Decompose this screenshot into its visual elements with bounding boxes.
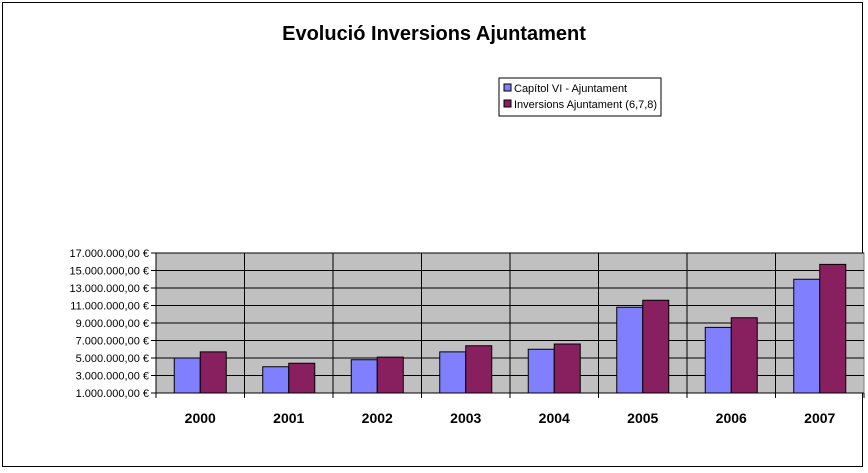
x-tick-label-2007: 2007 [804,410,835,426]
bar-capitol-vi-2003 [439,351,467,394]
bar-capitol-vi-2005 [616,306,644,394]
bar-capitol-vi-2001 [262,366,290,394]
y-tick-label: 1.000.000,00 € [76,388,149,400]
legend: Capítol VI - Ajuntament Inversions Ajunta… [498,77,662,117]
y-tick-label: 3.000.000,00 € [76,371,149,383]
y-tick-label: 5.000.000,00 € [76,353,149,365]
legend-swatch [503,83,512,92]
bars [173,263,847,394]
y-axis-ticks: 1.000.000,00 € 3.000.000,00 € 5.000.000,00… [69,248,156,400]
bar-inversions-2001 [288,362,316,394]
y-tick-label: 15.000.000,00 € [69,266,149,278]
bar-inversions-2004 [553,343,581,394]
y-tick-label: 13.000.000,00 € [69,283,149,295]
bar-inversions-2003 [465,345,493,394]
y-tick-label: 11.000.000,00 € [70,301,149,313]
bar-inversions-2006 [730,317,758,394]
legend-label: Inversions Ajuntament (6,7,8) [514,99,657,111]
bar-capitol-vi-2004 [527,348,555,394]
bar-capitol-vi-2007 [793,278,821,394]
bar-capitol-vi-2002 [350,359,378,394]
legend-swatch [503,99,512,108]
chart-title: Evolució Inversions Ajuntament [282,23,586,45]
y-tick-label: 9.000.000,00 € [76,318,149,330]
bar-inversions-2007 [819,263,847,394]
x-tick-label-2001: 2001 [273,410,304,426]
bar-capitol-vi-2000 [173,357,201,394]
x-tick-label-2004: 2004 [539,410,570,426]
legend-label: Capítol VI - Ajuntament [514,83,627,95]
bar-inversions-2005 [642,299,670,394]
bar-capitol-vi-2006 [704,326,732,394]
x-tick-label-2003: 2003 [450,410,481,426]
x-tick-label-2005: 2005 [627,410,658,426]
x-tick-label-2006: 2006 [716,410,747,426]
y-tick-label: 17.000.000,00 € [69,248,149,260]
bar-inversions-2000 [199,351,227,394]
bar-inversions-2002 [376,356,404,394]
legend-box [498,77,662,117]
x-axis-ticks: 2000 2001 2002 2003 2004 2005 2006 2007 [185,410,836,426]
x-tick-label-2002: 2002 [362,410,393,426]
y-tick-label: 7.000.000,00 € [76,336,149,348]
x-tick-label-2000: 2000 [185,410,216,426]
